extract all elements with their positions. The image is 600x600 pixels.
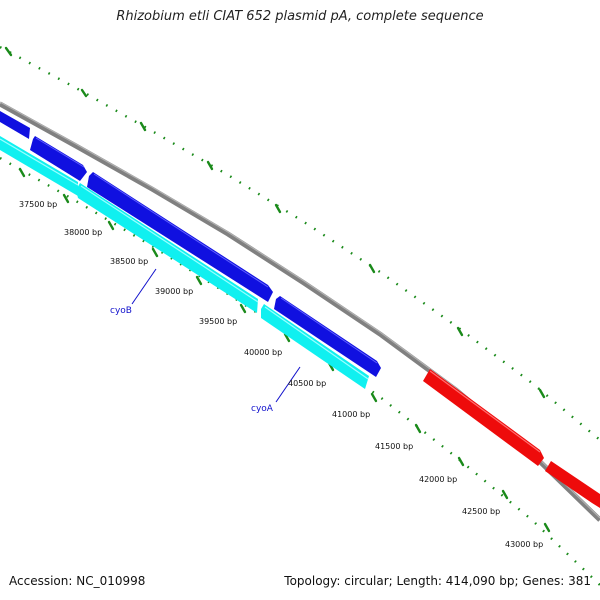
inner-major-ticks — [18, 167, 551, 533]
map-title: Rhizobium etli CIAT 652 plasmid pA, comp… — [116, 9, 484, 24]
outer-major-tick — [456, 326, 464, 337]
forward-cds-arrow[interactable] — [274, 296, 381, 377]
forward-cds-arrow[interactable] — [0, 111, 30, 139]
reverse-cds-highlight — [0, 138, 79, 186]
inner-major-tick — [239, 303, 247, 314]
position-label: 39500 bp — [199, 317, 237, 326]
inner-major-tick — [107, 220, 115, 231]
other-cds-features — [423, 369, 600, 508]
position-label: 41500 bp — [375, 442, 413, 451]
position-label: 43000 bp — [505, 540, 543, 549]
inner-major-tick — [18, 167, 26, 178]
accession-text: Accession: NC_010998 — [9, 574, 146, 588]
inner-major-tick — [62, 193, 70, 204]
reverse-cds-highlight — [80, 185, 259, 303]
inner-major-tick — [283, 332, 291, 343]
position-label: 39000 bp — [155, 287, 193, 296]
position-label: 40000 bp — [244, 348, 282, 357]
inner-major-tick — [370, 392, 378, 403]
forward-cds-highlight — [93, 173, 269, 288]
other-cds-highlight — [429, 370, 541, 453]
position-label: 40500 bp — [288, 379, 326, 388]
forward-cds-highlight — [280, 297, 378, 364]
outer-major-tick — [538, 388, 546, 399]
position-label: 42000 bp — [419, 475, 457, 484]
inner-tick-ring-minor — [0, 156, 600, 586]
position-label: 37500 bp — [19, 200, 57, 209]
position-label: 42500 bp — [462, 507, 500, 516]
cyoB-leader-line — [131, 268, 157, 305]
position-label: 38500 bp — [110, 257, 148, 266]
outer-major-tick — [368, 263, 376, 274]
forward-cds-arrow[interactable] — [87, 172, 273, 302]
reverse-cds-highlight — [264, 306, 369, 380]
gene-label-cyoB[interactable]: cyoB — [110, 306, 132, 316]
cyoA-leader-line — [275, 366, 301, 403]
forward-cds-features — [0, 111, 381, 377]
outer-major-tick — [139, 121, 147, 132]
outer-major-tick — [80, 88, 88, 98]
outer-major-ticks — [4, 46, 546, 399]
other-cds-arrow[interactable] — [423, 369, 544, 466]
outer-major-tick — [4, 46, 13, 57]
inner-major-tick — [151, 247, 159, 258]
reverse-cds-arrow[interactable] — [261, 304, 369, 389]
gene-label-cyoA[interactable]: cyoA — [251, 404, 274, 414]
position-label: 38000 bp — [64, 228, 102, 237]
inner-major-tick — [414, 423, 422, 434]
forward-cds-highlight — [35, 137, 85, 168]
forward-cds-arrow[interactable] — [30, 136, 87, 181]
inner-major-tick — [457, 456, 465, 467]
reverse-cds-arrow[interactable] — [76, 183, 258, 313]
inner-major-tick — [543, 522, 551, 533]
outer-major-tick — [206, 160, 214, 171]
outer-major-tick — [274, 203, 282, 214]
inner-major-tick — [501, 489, 509, 500]
reverse-cds-features — [0, 136, 369, 389]
position-label: 41000 bp — [332, 410, 370, 419]
topology-summary: Topology: circular; Length: 414,090 bp; … — [284, 574, 591, 588]
inner-major-tick — [195, 275, 203, 286]
other-cds-arrow[interactable] — [545, 461, 600, 508]
